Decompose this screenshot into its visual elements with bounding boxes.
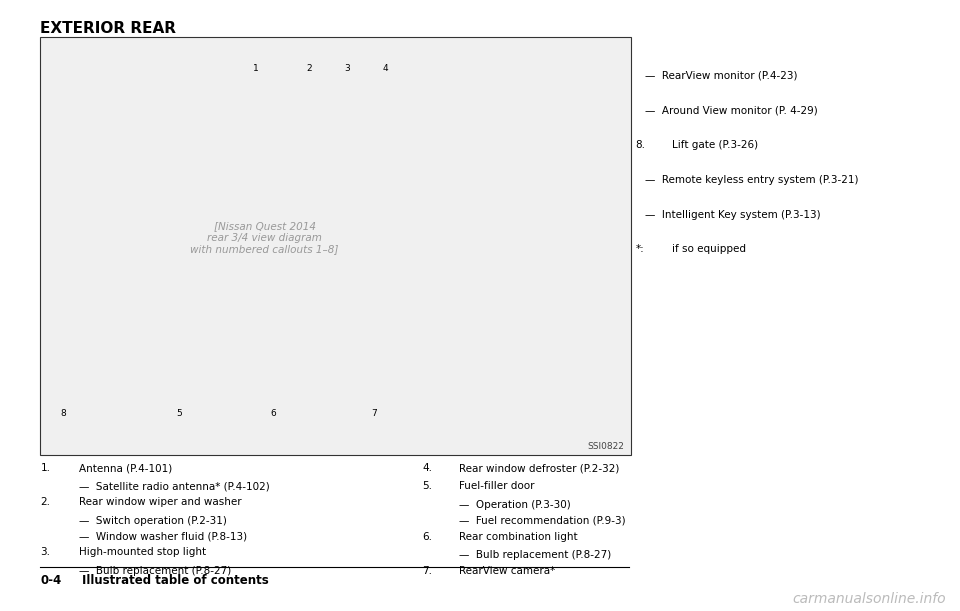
Text: *:: *: xyxy=(636,244,644,254)
Text: —  Switch operation (P.2-31): — Switch operation (P.2-31) xyxy=(79,516,227,525)
Text: if so equipped: if so equipped xyxy=(672,244,746,254)
Text: Antenna (P.4-101): Antenna (P.4-101) xyxy=(79,463,172,473)
Text: 5.: 5. xyxy=(422,481,432,491)
Text: EXTERIOR REAR: EXTERIOR REAR xyxy=(40,21,177,37)
Text: 8.: 8. xyxy=(636,140,645,150)
Text: —  Window washer fluid (P.8-13): — Window washer fluid (P.8-13) xyxy=(79,532,247,541)
Text: —  Bulb replacement (P.8-27): — Bulb replacement (P.8-27) xyxy=(79,566,231,576)
Text: 8: 8 xyxy=(60,409,65,418)
Text: Illustrated table of contents: Illustrated table of contents xyxy=(82,574,269,587)
Text: 6.: 6. xyxy=(422,532,432,541)
Text: 0-4: 0-4 xyxy=(40,574,61,587)
Text: Lift gate (P.3-26): Lift gate (P.3-26) xyxy=(672,140,758,150)
Text: carmanualsonline.info: carmanualsonline.info xyxy=(792,592,946,606)
Text: Fuel-filler door: Fuel-filler door xyxy=(459,481,535,491)
Text: Rear window defroster (P.2-32): Rear window defroster (P.2-32) xyxy=(459,463,619,473)
Text: 5: 5 xyxy=(177,409,182,418)
Text: 6: 6 xyxy=(271,409,276,418)
Text: 2: 2 xyxy=(306,64,312,73)
Text: —  Intelligent Key system (P.3-13): — Intelligent Key system (P.3-13) xyxy=(645,210,821,219)
Text: —  Around View monitor (P. 4-29): — Around View monitor (P. 4-29) xyxy=(645,105,818,115)
Text: 3: 3 xyxy=(345,64,350,73)
Text: —  Fuel recommendation (P.9-3): — Fuel recommendation (P.9-3) xyxy=(459,516,626,525)
Text: 4: 4 xyxy=(383,64,389,73)
Text: —  Satellite radio antenna* (P.4-102): — Satellite radio antenna* (P.4-102) xyxy=(79,481,270,491)
Text: 7: 7 xyxy=(371,409,376,418)
Text: SSI0822: SSI0822 xyxy=(588,442,624,451)
Text: Rear window wiper and washer: Rear window wiper and washer xyxy=(79,497,241,507)
Text: 7.: 7. xyxy=(422,566,432,576)
Text: 1: 1 xyxy=(252,64,258,73)
Text: RearView camera*: RearView camera* xyxy=(459,566,555,576)
Text: High-mounted stop light: High-mounted stop light xyxy=(79,547,205,557)
Text: Rear combination light: Rear combination light xyxy=(459,532,578,541)
Text: —  RearView monitor (P.4-23): — RearView monitor (P.4-23) xyxy=(645,70,798,80)
Bar xyxy=(40,37,631,455)
Text: —  Bulb replacement (P.8-27): — Bulb replacement (P.8-27) xyxy=(459,550,612,560)
Text: 1.: 1. xyxy=(40,463,50,473)
Text: 3.: 3. xyxy=(40,547,50,557)
Text: [Nissan Quest 2014
rear 3/4 view diagram
with numbered callouts 1–8]: [Nissan Quest 2014 rear 3/4 view diagram… xyxy=(190,221,339,254)
Text: —  Operation (P.3-30): — Operation (P.3-30) xyxy=(459,500,570,510)
Text: —  Remote keyless entry system (P.3-21): — Remote keyless entry system (P.3-21) xyxy=(645,175,858,185)
Text: 4.: 4. xyxy=(422,463,432,473)
Text: 2.: 2. xyxy=(40,497,50,507)
